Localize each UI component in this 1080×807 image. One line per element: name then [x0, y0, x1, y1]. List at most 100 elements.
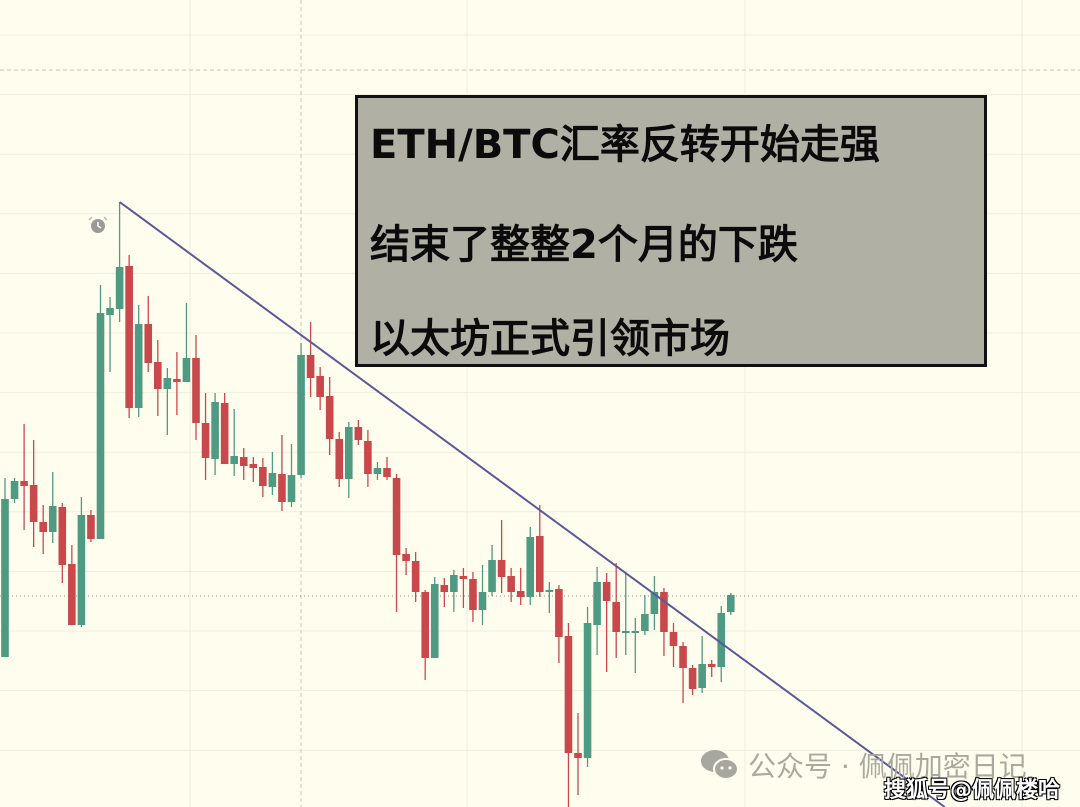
candle: [316, 367, 324, 410]
alarm-clock-icon: [88, 216, 108, 233]
candle-body: [621, 631, 630, 633]
candle-body: [39, 522, 47, 532]
candle: [469, 572, 477, 622]
candle: [10, 478, 19, 503]
candle: [163, 368, 172, 435]
candle-body: [1, 499, 9, 657]
trendline-layer: [119, 201, 946, 807]
candle-body: [641, 614, 649, 631]
candle: [526, 527, 535, 605]
candle-body: [669, 632, 678, 646]
candle-body: [134, 324, 143, 408]
candle: [440, 578, 449, 607]
candle: [593, 567, 601, 655]
candle: [669, 623, 678, 667]
candle-body: [488, 560, 496, 592]
candle-body: [96, 313, 105, 539]
candle-body: [278, 474, 286, 502]
candle: [87, 510, 95, 542]
candle-body: [440, 585, 449, 592]
candle: [77, 497, 86, 627]
candle: [39, 505, 47, 554]
candle-body: [583, 623, 592, 758]
candle: [679, 642, 687, 703]
candle: [602, 573, 611, 672]
candle-body: [287, 475, 296, 502]
candle-body: [373, 468, 382, 474]
candle-body: [48, 506, 57, 532]
candle-body: [259, 467, 267, 486]
candle-body: [727, 595, 735, 612]
candle: [392, 474, 401, 612]
candle: [29, 440, 38, 547]
candle-body: [20, 481, 28, 486]
candle: [20, 424, 28, 530]
candle: [182, 303, 191, 382]
candle: [727, 593, 735, 615]
candle-body: [688, 668, 697, 689]
candle-body: [478, 592, 487, 610]
candle: [583, 607, 592, 767]
candle: [421, 590, 429, 680]
candle-body: [268, 473, 277, 487]
candle-body: [173, 379, 181, 382]
candle: [125, 255, 133, 418]
candle-body: [421, 592, 429, 658]
candle: [58, 503, 67, 583]
candle: [574, 713, 582, 795]
candle-body: [430, 584, 439, 658]
candle-body: [125, 266, 133, 408]
candle-body: [555, 589, 563, 637]
candle-body: [612, 602, 620, 632]
candle-body: [230, 456, 238, 464]
candle-body: [325, 396, 334, 439]
sohu-watermark: 搜狐号@佩佩楼哈: [884, 778, 1061, 803]
candle-body: [411, 561, 420, 592]
candle-body: [211, 402, 219, 459]
candle: [48, 472, 57, 543]
candle: [249, 457, 258, 482]
candle: [230, 409, 238, 476]
candle: [297, 343, 305, 478]
candle-body: [115, 267, 124, 309]
candle-body: [163, 378, 172, 389]
candle-body: [383, 468, 391, 477]
candle-body: [536, 536, 544, 592]
candle-body: [450, 575, 458, 592]
candle-body: [650, 592, 659, 614]
candle-body: [77, 515, 86, 625]
candle-body: [249, 464, 258, 468]
candles: [1, 202, 735, 807]
candle: [144, 296, 153, 372]
candle: [641, 595, 649, 635]
candle: [278, 435, 286, 511]
candle: [211, 393, 219, 475]
candle: [545, 582, 554, 613]
candle: [555, 585, 563, 663]
wechat-watermark-text: 公众号 · 佩佩加密日记: [748, 750, 1027, 783]
candle: [373, 462, 382, 480]
candle-body: [29, 485, 38, 522]
candle-body: [459, 576, 468, 579]
candle: [68, 545, 76, 625]
candle-body: [354, 427, 363, 440]
candle-body: [631, 631, 640, 633]
candle: [507, 568, 515, 602]
candle-body: [154, 362, 162, 389]
candle: [345, 422, 353, 498]
candle: [268, 452, 277, 495]
candle: [335, 432, 344, 487]
candle-body: [574, 753, 582, 758]
candle-body: [516, 591, 525, 597]
candle: [220, 393, 229, 464]
candle: [259, 458, 267, 497]
candle: [459, 568, 468, 608]
candle: [564, 623, 573, 807]
candle-body: [660, 592, 668, 632]
candle-body: [106, 308, 114, 315]
candle: [1, 478, 9, 657]
candle: [516, 568, 525, 605]
candle-body: [201, 423, 210, 458]
annotation-line-2: 结束了整整2个月的下跌: [370, 222, 798, 268]
